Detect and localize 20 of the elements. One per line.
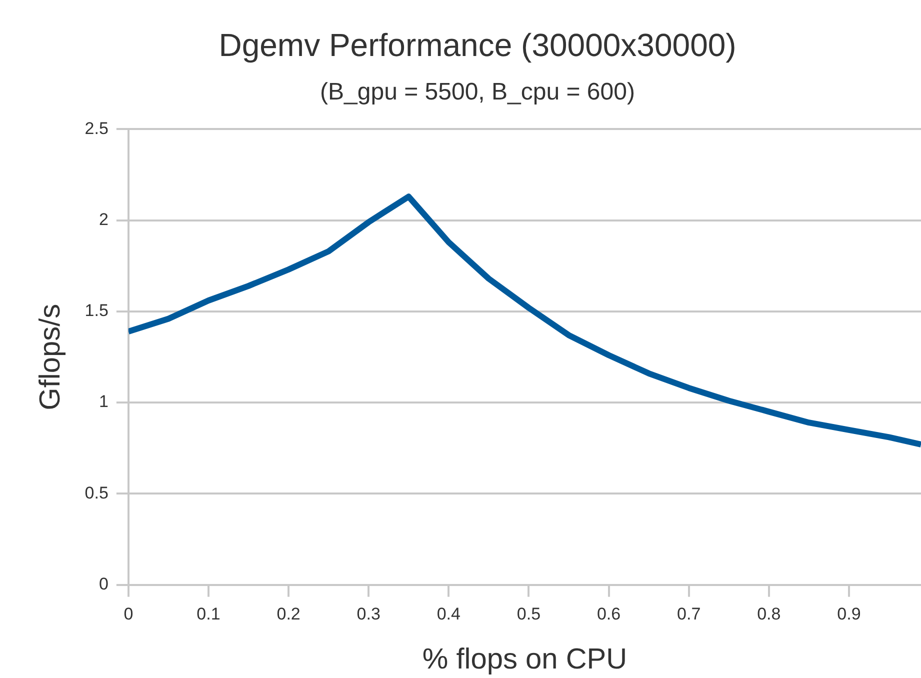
- x-tick-label: 0.8: [757, 604, 781, 624]
- y-tick-label: 2.5: [84, 118, 108, 138]
- y-tick-label: 2: [98, 210, 108, 230]
- x-tick-label: 0: [124, 604, 134, 624]
- x-tick-label: 0.6: [596, 604, 621, 624]
- y-tick-label: 1: [98, 392, 108, 412]
- x-axis-title: % flops on CPU: [422, 644, 628, 676]
- y-tick-label: 0.5: [84, 483, 108, 502]
- y-tick-label: 0: [98, 574, 108, 594]
- x-tick-label: 0.3: [356, 604, 380, 624]
- chart-title: Dgemv Performance (30000x30000): [218, 27, 736, 64]
- x-tick-label: 0.7: [677, 604, 701, 624]
- x-tick-label: 0.9: [837, 604, 861, 624]
- y-tick-label: 1.5: [84, 301, 108, 320]
- x-tick-label: 0.4: [436, 604, 460, 624]
- x-tick-label: 0.2: [276, 604, 300, 624]
- chart-subtitle: (B_gpu = 5500, B_cpu = 600): [320, 78, 635, 106]
- y-axis-title: Gflops/s: [34, 304, 66, 410]
- x-tick-label: 0.5: [516, 604, 541, 624]
- x-tick-label: 0.1: [196, 604, 220, 624]
